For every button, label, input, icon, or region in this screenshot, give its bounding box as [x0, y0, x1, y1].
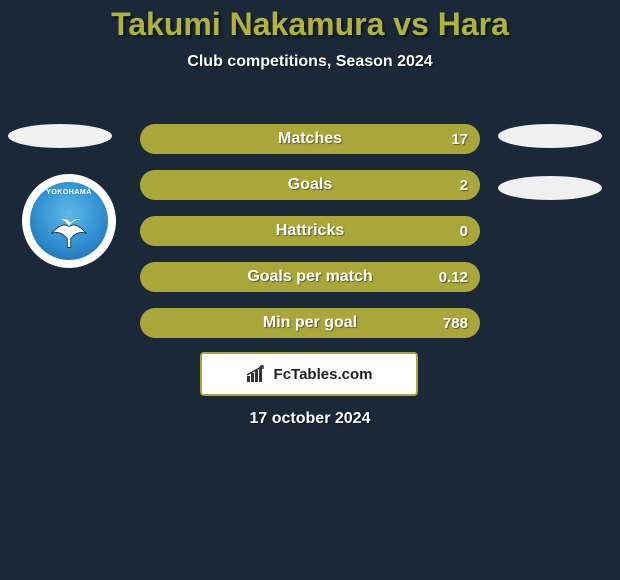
stat-label: Goals per match — [247, 268, 372, 286]
team-badge: YOKOHAMA — [22, 174, 116, 268]
player-right-placeholder-1 — [498, 124, 602, 148]
stat-label: Min per goal — [263, 314, 357, 332]
stat-row: Hattricks 0 — [140, 216, 480, 246]
stat-row: Goals per match 0.12 — [140, 262, 480, 292]
attribution-badge[interactable]: FcTables.com — [200, 352, 418, 396]
bars-icon — [246, 365, 268, 383]
stat-value: 0 — [460, 223, 468, 240]
stat-value: 0.12 — [439, 269, 468, 286]
stats-container: Matches 17 Goals 2 Hattricks 0 Goals per match… — [140, 124, 480, 354]
subtitle: Club competitions, Season 2024 — [0, 53, 620, 71]
team-badge-inner: YOKOHAMA — [30, 182, 108, 260]
player-left-placeholder — [8, 124, 112, 148]
stat-row: Min per goal 788 — [140, 308, 480, 338]
stat-row: Matches 17 — [140, 124, 480, 154]
date-label: 17 october 2024 — [0, 410, 620, 428]
player-right-placeholder-2 — [498, 176, 602, 200]
stat-row: Goals 2 — [140, 170, 480, 200]
seagull-icon — [43, 204, 95, 256]
attribution-text: FcTables.com — [274, 366, 373, 383]
stat-value: 2 — [460, 177, 468, 194]
stat-value: 788 — [443, 315, 468, 332]
stat-label: Hattricks — [276, 222, 344, 240]
stat-label: Goals — [288, 176, 332, 194]
stat-value: 17 — [451, 131, 468, 148]
stat-label: Matches — [278, 130, 342, 148]
page-title: Takumi Nakamura vs Hara — [0, 0, 620, 43]
team-badge-text: YOKOHAMA — [46, 189, 92, 196]
